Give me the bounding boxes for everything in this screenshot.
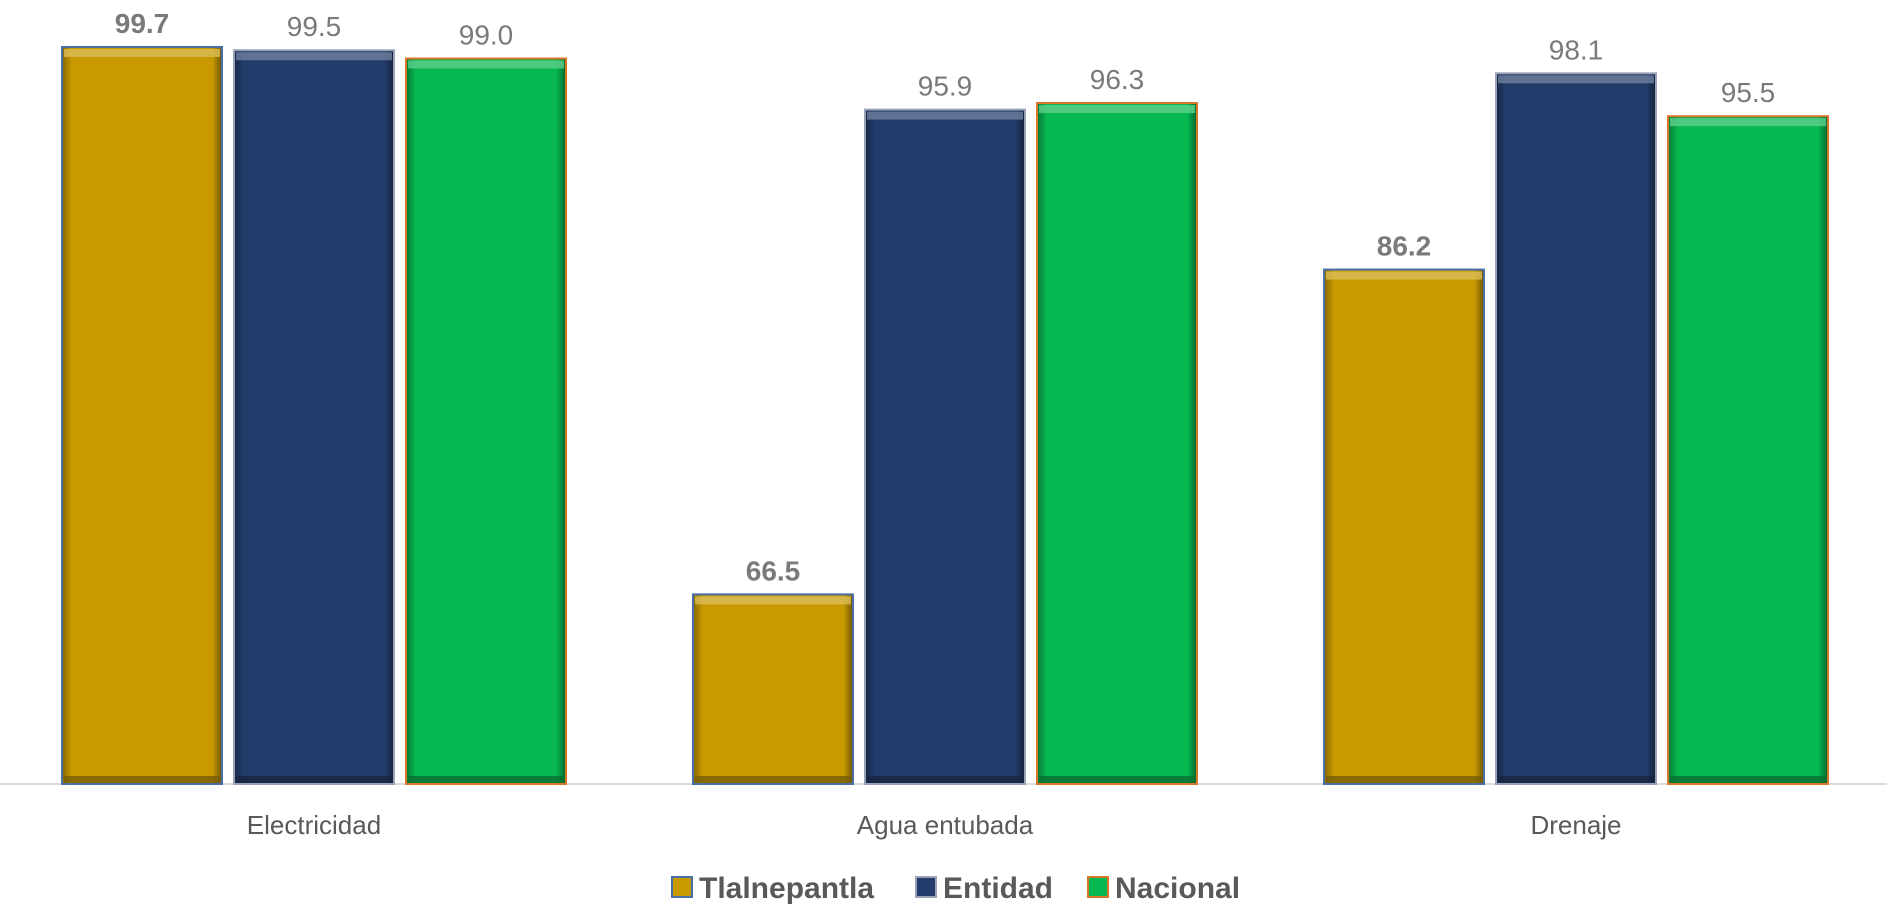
value-label-agua-entubada-entidad: 95.9 — [918, 71, 973, 102]
legend-swatch-nacional — [1087, 876, 1109, 898]
value-labels: 99.7 99.5 99.0 66.5 95.9 96.3 86.2 98.1 95.5 — [115, 8, 1776, 586]
value-label-drenaje-nacional: 95.5 — [1721, 77, 1776, 108]
legend-label-tlalnepantla: Tlalnepantla — [699, 872, 874, 905]
legend: Tlalnepantla Entidad Nacional — [671, 872, 1240, 905]
value-label-drenaje-tlalnepantla: 86.2 — [1377, 231, 1432, 262]
bar-drenaje-nacional — [1667, 115, 1829, 785]
category-label-electricidad: Electricidad — [247, 810, 381, 840]
value-label-agua-entubada-nacional: 96.3 — [1090, 64, 1145, 95]
legend-item-entidad: Entidad — [915, 872, 1053, 905]
legend-swatch-entidad — [915, 876, 937, 898]
legend-item-tlalnepantla: Tlalnepantla — [671, 872, 874, 905]
bar-electricidad-entidad — [233, 49, 395, 785]
bar-agua-entubada-nacional — [1036, 102, 1198, 785]
bar-drenaje-tlalnepantla — [1323, 268, 1485, 785]
category-label-drenaje: Drenaje — [1530, 810, 1621, 840]
category-labels: Electricidad Agua entubada Drenaje — [247, 810, 1622, 840]
value-label-electricidad-entidad: 99.5 — [287, 11, 342, 42]
legend-item-nacional: Nacional — [1087, 872, 1240, 905]
bar-drenaje-entidad — [1495, 72, 1657, 785]
category-label-agua-entubada: Agua entubada — [857, 810, 1034, 840]
legend-label-entidad: Entidad — [943, 872, 1053, 905]
legend-swatch-tlalnepantla — [671, 876, 693, 898]
bar-electricidad-tlalnepantla — [61, 45, 223, 786]
bar-electricidad-nacional — [405, 57, 567, 785]
value-label-electricidad-tlalnepantla: 99.7 — [115, 8, 170, 39]
bar-agua-entubada-entidad — [864, 108, 1026, 786]
legend-label-nacional: Nacional — [1115, 872, 1240, 905]
value-label-electricidad-nacional: 99.0 — [459, 19, 514, 50]
bars-layer — [61, 45, 1829, 786]
value-label-agua-entubada-tlalnepantla: 66.5 — [746, 555, 801, 586]
bar-agua-entubada-tlalnepantla — [692, 593, 854, 786]
value-label-drenaje-entidad: 98.1 — [1549, 34, 1604, 65]
